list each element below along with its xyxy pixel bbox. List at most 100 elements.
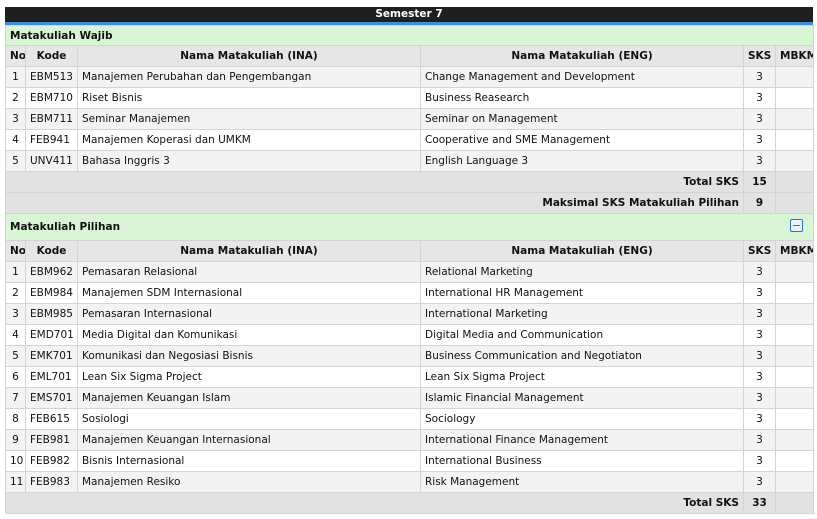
course-cell: FEB981 [25,429,78,451]
column-header: SKS [743,240,776,262]
course-cell: 4 [5,324,26,346]
course-row: 2 EBM710 Riset Bisnis Business Reasearch 3 [5,87,815,109]
course-cell: Risk Management [420,471,744,493]
course-cell: International Marketing [420,303,744,325]
course-cell: Seminar Manajemen [77,108,421,130]
course-cell: Seminar on Management [420,108,744,130]
course-cell: Manajemen SDM Internasional [77,282,421,304]
total-row: Total SKS 15 [5,171,815,193]
collapse-button[interactable] [790,219,804,232]
course-cell: EBM962 [25,261,78,283]
course-cell: 3 [743,282,776,304]
course-cell: 3 [743,408,776,430]
course-cell: Business Reasearch [420,87,744,109]
course-cell: 3 [743,345,776,367]
header-row: No Kode Nama Matakuliah (INA) Nama Matakuli… [5,45,815,67]
semester-panel: Semester 7 Matakuliah Wajib No Kode Nama Ma… [4,7,815,514]
course-cell: Sosiologi [77,408,421,430]
course-cell: International HR Management [420,282,744,304]
total-row: Maksimal SKS Matakuliah Pilihan 9 [5,192,815,214]
column-header: Nama Matakuliah (INA) [77,240,421,262]
course-row: 4 FEB941 Manajemen Koperasi dan UMKM Cooper… [5,129,815,151]
course-cell: 3 [743,129,776,151]
course-cell: EMD701 [25,324,78,346]
course-cell: 8 [5,408,26,430]
total-value: 33 [743,492,776,514]
course-cell: EMK701 [25,345,78,367]
course-row: 5 EMK701 Komunikasi dan Negosiasi Bisnis Bu… [5,345,815,367]
course-cell: 6 [5,366,26,388]
course-cell: Change Management and Development [420,66,744,88]
mbkm-cell [774,408,815,430]
course-cell: EBM710 [25,87,78,109]
course-cell: 5 [5,345,26,367]
section-row: Matakuliah Pilihan [4,213,815,241]
course-cell: 3 [743,66,776,88]
course-cell: EBM513 [25,66,78,88]
total-label: Maksimal SKS Matakuliah Pilihan [5,192,744,214]
course-row: 8 FEB615 Sosiologi Sociology 3 [5,408,815,430]
course-cell: Manajemen Keuangan Internasional [77,429,421,451]
course-cell: Islamic Financial Management [420,387,744,409]
course-cell: UNV411 [25,150,78,172]
course-cell: 1 [5,66,26,88]
course-cell: Riset Bisnis [77,87,421,109]
course-cell: Digital Media and Communication [420,324,744,346]
course-row: 5 UNV411 Bahasa Inggris 3 English Language … [5,150,815,172]
course-cell: EBM984 [25,282,78,304]
course-cell: 2 [5,87,26,109]
course-cell: Manajemen Koperasi dan UMKM [77,129,421,151]
course-cell: 3 [743,450,776,472]
course-cell: Media Digital dan Komunikasi [77,324,421,346]
mbkm-cell [774,366,815,388]
course-cell: Relational Marketing [420,261,744,283]
course-row: 1 EBM513 Manajemen Perubahan dan Pengemban… [5,66,815,88]
course-cell: EMS701 [25,387,78,409]
mbkm-cell [774,324,815,346]
course-cell: Bisnis Internasional [77,450,421,472]
course-row: 4 EMD701 Media Digital dan Komunikasi Digit… [5,324,815,346]
course-cell: 3 [743,324,776,346]
course-cell: Business Communication and Negotiaton [420,345,744,367]
mbkm-cell [774,429,815,451]
course-cell: 3 [743,108,776,130]
course-cell: 7 [5,387,26,409]
course-cell: Pemasaran Relasional [77,261,421,283]
total-label: Total SKS [5,492,744,514]
course-cell: EBM711 [25,108,78,130]
mbkm-cell [774,192,815,214]
total-row: Total SKS 33 [5,492,815,514]
section-title: Matakuliah Pilihan [4,213,815,241]
course-cell: 3 [743,429,776,451]
course-cell: FEB615 [25,408,78,430]
column-header: Nama Matakuliah (ENG) [420,45,744,67]
mbkm-cell [774,345,815,367]
mbkm-cell [774,387,815,409]
course-cell: Manajemen Perubahan dan Pengembangan [77,66,421,88]
column-header: No [5,240,26,262]
course-cell: 3 [743,303,776,325]
header-row: No Kode Nama Matakuliah (INA) Nama Matakuli… [5,240,815,262]
mbkm-cell [774,450,815,472]
course-row: 3 EBM985 Pemasaran Internasional Internatio… [5,303,815,325]
column-header: Nama Matakuliah (ENG) [420,240,744,262]
course-cell: 3 [743,471,776,493]
course-cell: Cooperative and SME Management [420,129,744,151]
course-row: 6 EML701 Lean Six Sigma Project Lean Six Si… [5,366,815,388]
course-cell: Manajemen Keuangan Islam [77,387,421,409]
column-header: Kode [25,45,78,67]
course-cell: Lean Six Sigma Project [77,366,421,388]
course-cell: 10 [5,450,26,472]
course-cell: 1 [5,261,26,283]
course-cell: International Finance Management [420,429,744,451]
course-row: 1 EBM962 Pemasaran Relasional Relational Ma… [5,261,815,283]
course-row: 7 EMS701 Manajemen Keuangan Islam Islamic F… [5,387,815,409]
course-cell: 3 [743,87,776,109]
mbkm-cell [774,150,815,172]
course-cell: Lean Six Sigma Project [420,366,744,388]
course-cell: 3 [743,261,776,283]
course-cell: EBM985 [25,303,78,325]
course-row: 2 EBM984 Manajemen SDM Internasional Intern… [5,282,815,304]
course-cell: FEB941 [25,129,78,151]
